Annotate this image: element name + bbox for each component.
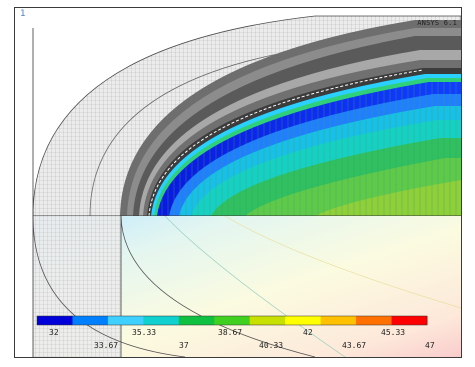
legend-label-top: 45.33	[381, 328, 406, 337]
legend-swatch	[178, 316, 215, 325]
legend-label-top: 32	[49, 328, 59, 337]
legend-swatch	[143, 316, 180, 325]
legend-swatch	[249, 316, 286, 325]
legend-swatch	[214, 316, 251, 325]
legend-label-top: 42	[303, 328, 313, 337]
legend-swatch	[285, 316, 322, 325]
legend-swatch	[37, 316, 73, 325]
window-number: 1	[20, 9, 26, 19]
legend-label-bottom: 43.67	[342, 341, 367, 350]
legend-label-bottom: 40.33	[259, 341, 284, 350]
lower-field	[32, 216, 461, 357]
contour-field	[151, 74, 461, 216]
plot-window: 1 ANSYS 6.1 32 35.33 38.67 42 45.33 33.6…	[14, 7, 462, 358]
contour-plot	[32, 15, 461, 357]
version-label: ANSYS 6.1	[417, 19, 457, 27]
legend-label-top: 35.33	[132, 328, 157, 337]
legend-label-bottom: 47	[425, 341, 435, 350]
legend-label-bottom: 33.67	[94, 341, 119, 350]
legend-swatch	[320, 316, 357, 325]
legend-label-top: 38.67	[218, 328, 243, 337]
color-legend	[36, 315, 428, 326]
legend-swatch	[391, 316, 428, 325]
legend-swatch	[107, 316, 144, 325]
legend-border	[36, 315, 428, 326]
legend-swatch	[356, 316, 393, 325]
legend-swatch	[72, 316, 109, 325]
legend-label-bottom: 37	[179, 341, 189, 350]
